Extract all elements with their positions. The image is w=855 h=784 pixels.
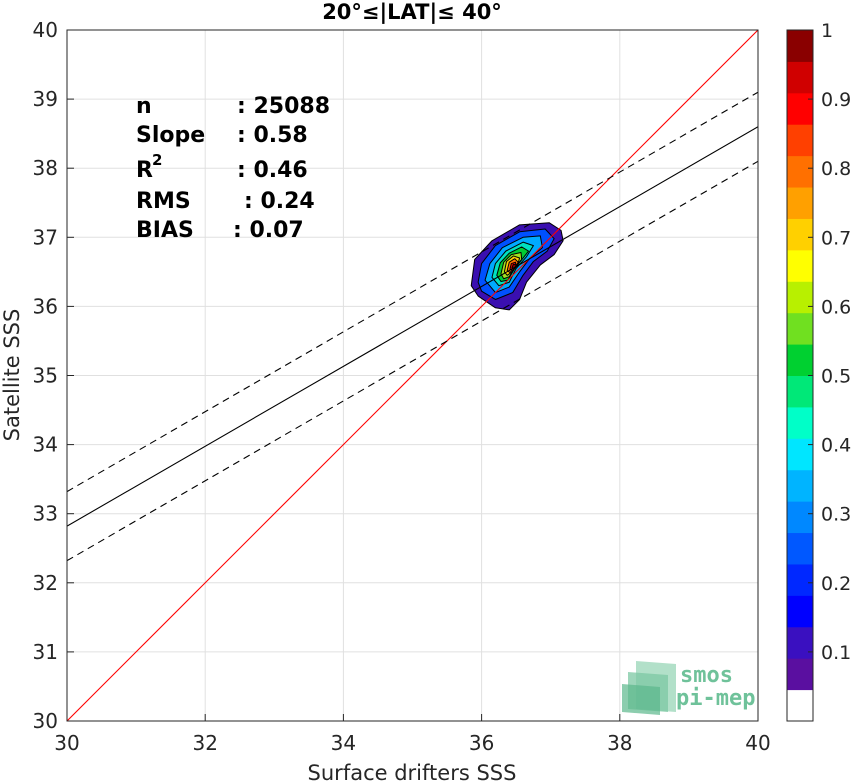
fit-lower-line xyxy=(67,160,758,562)
stat-label-superscript: 2 xyxy=(152,151,162,169)
colorbar-segment xyxy=(787,406,813,439)
stat-label-n: n xyxy=(136,94,152,119)
y-tick-label: 36 xyxy=(33,294,58,318)
identity-line xyxy=(67,30,758,721)
grid xyxy=(67,30,758,721)
colorbar-segment xyxy=(787,501,813,534)
stat-label-bias: BIAS xyxy=(136,218,194,243)
colorbar-segment xyxy=(787,281,813,314)
smos-pi-mep-logo: smos pi-mep xyxy=(622,661,755,715)
y-tick-label: 34 xyxy=(33,433,58,457)
y-axis-label: Satellite SSS xyxy=(0,309,24,442)
x-tick-label: 34 xyxy=(331,731,356,755)
regression-lines xyxy=(67,30,758,721)
wave-icon xyxy=(622,661,676,715)
colorbar-segment xyxy=(787,218,813,251)
colorbar-segment xyxy=(787,626,813,659)
colorbar-tick-label: 0.4 xyxy=(821,435,851,457)
y-tick-label: 32 xyxy=(33,571,58,595)
statistics-box: n : 25088 Slope : 0.58 R 2 : 0.46 RMS : 0.24 BIAS… xyxy=(136,94,330,243)
colorbar-segment xyxy=(787,124,813,157)
colorbar-segment xyxy=(787,61,813,94)
colorbar-tick-label: 0.9 xyxy=(821,89,851,111)
colorbar-tick-label: 0.1 xyxy=(821,642,851,664)
chart-title: 20°≤|LAT|≤ 40° xyxy=(322,0,502,25)
x-tick-label: 38 xyxy=(607,731,632,755)
stat-label-r: R xyxy=(136,158,153,183)
colorbar-segment xyxy=(787,469,813,502)
colorbar-segment xyxy=(787,563,813,596)
y-tick-label: 35 xyxy=(33,364,58,388)
y-tick-label: 33 xyxy=(33,502,58,526)
colorbar-ticks: 0.1 0.2 0.3 0.4 0.5 0.6 0.7 0.8 0.9 1 xyxy=(808,20,851,664)
y-tick-label: 37 xyxy=(33,225,58,249)
y-tick-label: 40 xyxy=(33,18,58,42)
colorbar-tick-label: 1 xyxy=(821,20,833,42)
colorbar-tick-label: 0.6 xyxy=(821,296,851,318)
x-tick-label: 40 xyxy=(745,731,770,755)
colorbar-segment xyxy=(787,344,813,376)
colorbar-segment xyxy=(787,92,813,125)
y-tick-label: 39 xyxy=(33,87,58,111)
colorbar-segment xyxy=(787,658,813,691)
colorbar-segment xyxy=(787,249,813,282)
x-axis-ticks: 30 32 34 36 38 40 xyxy=(54,714,771,755)
colorbar-segment xyxy=(787,155,813,188)
colorbar-segment xyxy=(787,438,813,471)
fit-line xyxy=(67,126,758,527)
colorbar-tick-label: 0.2 xyxy=(821,573,851,595)
colorbar-tick-label: 0.8 xyxy=(821,158,851,180)
fit-upper-line xyxy=(67,91,758,493)
x-axis-label: Surface drifters SSS xyxy=(308,761,517,784)
y-tick-label: 31 xyxy=(33,640,58,664)
colorbar-segment xyxy=(787,532,813,565)
plot-area xyxy=(66,29,759,722)
colorbar-segment xyxy=(787,30,813,62)
x-tick-label: 36 xyxy=(469,731,494,755)
colorbar-segment xyxy=(787,187,813,219)
logo-text-pi-mep: pi-mep xyxy=(676,686,755,711)
y-tick-label: 30 xyxy=(33,709,58,733)
logo-text-smos: smos xyxy=(680,663,733,688)
y-axis-ticks: 30 31 32 33 34 35 36 37 38 39 40 xyxy=(33,18,74,733)
colorbar-tick-label: 0.7 xyxy=(821,227,851,249)
stat-value-r: : 0.46 xyxy=(237,158,308,183)
colorbar-segment xyxy=(787,689,813,722)
colorbar-tick-label: 0.3 xyxy=(821,504,851,526)
colorbar-segment xyxy=(787,595,813,628)
stat-value-n: : 25088 xyxy=(237,94,330,119)
x-tick-label: 30 xyxy=(54,731,79,755)
stat-value-rms: : 0.24 xyxy=(244,189,315,214)
colorbar-tick-label: 0.5 xyxy=(821,366,851,388)
colorbar-segment xyxy=(787,375,813,408)
y-tick-label: 38 xyxy=(33,156,58,180)
colorbar-segment xyxy=(787,312,813,345)
stat-label-rms: RMS xyxy=(136,189,191,214)
stat-value-slope: : 0.58 xyxy=(237,123,308,148)
x-tick-label: 32 xyxy=(192,731,217,755)
stat-value-bias: : 0.07 xyxy=(233,218,304,243)
stat-label-slope: Slope xyxy=(136,123,205,148)
